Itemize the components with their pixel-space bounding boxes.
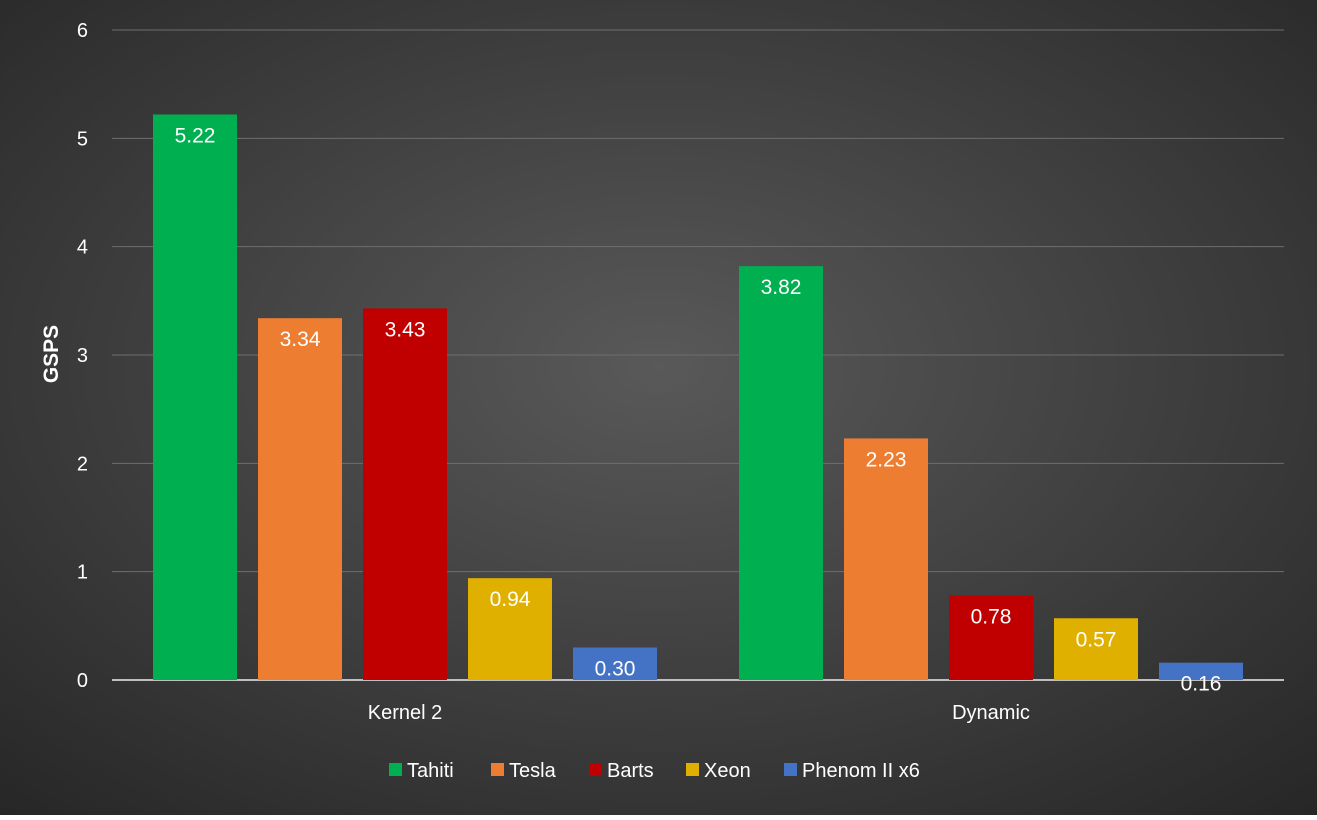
data-label: 0.78: [971, 606, 1012, 629]
legend-label: Tahiti: [407, 760, 454, 782]
data-label: 3.34: [280, 328, 321, 351]
legend-label: Phenom II x6: [802, 760, 920, 782]
y-tick-label: 3: [77, 345, 88, 367]
legend-swatch: [491, 763, 504, 776]
y-tick-label: 5: [77, 128, 88, 150]
y-axis-title: GSPS: [40, 325, 63, 383]
legend-label: Barts: [607, 760, 654, 782]
legend-swatch: [784, 763, 797, 776]
data-label: 3.82: [761, 276, 802, 299]
data-label: 0.57: [1076, 628, 1117, 651]
legend-item-barts: Barts: [589, 760, 654, 782]
y-tick-label: 0: [77, 670, 88, 692]
legend: Tahiti Tesla Barts Xeon Phenom II x6: [389, 760, 920, 782]
data-label: 5.22: [175, 125, 216, 148]
y-tick-label: 6: [77, 20, 88, 42]
legend-label: Xeon: [704, 760, 751, 782]
x-category-label: Kernel 2: [368, 702, 443, 724]
bar-phenom-ii-x6-kernel-2: [573, 647, 657, 680]
data-label: 0.16: [1181, 673, 1222, 696]
bar-xeon-dynamic: [1054, 618, 1138, 680]
legend-label: Tesla: [509, 760, 557, 782]
legend-swatch: [686, 763, 699, 776]
x-category-label: Dynamic: [952, 702, 1030, 724]
bars: [153, 114, 1243, 680]
bar-phenom-ii-x6-dynamic: [1159, 662, 1243, 680]
data-label: 2.23: [866, 448, 907, 471]
legend-item-tahiti: Tahiti: [389, 760, 454, 782]
legend-swatch: [589, 763, 602, 776]
bar-tesla-dynamic: [844, 438, 928, 680]
bar-xeon-kernel-2: [468, 578, 552, 680]
bar-barts-dynamic: [949, 595, 1033, 680]
bar-tesla-kernel-2: [258, 318, 342, 680]
bar-tahiti-kernel-2: [153, 114, 237, 680]
data-label: 0.94: [490, 588, 531, 611]
legend-swatch: [389, 763, 402, 776]
y-tick-label: 1: [77, 562, 88, 584]
y-tick-label: 4: [77, 237, 88, 259]
data-labels: 5.22 3.34 3.43 0.94 0.30 3.82 2.23 0.78 0.57 0.16: [175, 125, 1222, 696]
legend-item-xeon: Xeon: [686, 760, 751, 782]
legend-item-phenom-ii-x6: Phenom II x6: [784, 760, 920, 782]
data-label: 3.43: [385, 318, 426, 341]
legend-item-tesla: Tesla: [491, 760, 557, 782]
bar-tahiti-dynamic: [739, 266, 823, 680]
y-tick-label: 2: [77, 453, 88, 475]
x-axis-categories: Kernel 2 Dynamic: [368, 702, 1030, 724]
bar-barts-kernel-2: [363, 308, 447, 680]
data-label: 0.30: [595, 658, 636, 681]
y-axis-ticks: 0 1 2 3 4 5 6: [77, 20, 88, 692]
